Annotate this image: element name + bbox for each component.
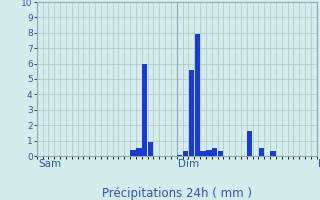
Bar bbox=[270, 151, 276, 156]
Bar bbox=[148, 142, 153, 156]
Bar bbox=[206, 150, 212, 156]
Bar bbox=[259, 148, 264, 156]
Bar bbox=[218, 151, 223, 156]
Bar bbox=[200, 151, 206, 156]
Bar bbox=[183, 151, 188, 156]
Bar bbox=[247, 131, 252, 156]
Bar bbox=[177, 155, 182, 156]
Text: Dim: Dim bbox=[178, 159, 199, 169]
Bar bbox=[189, 70, 194, 156]
Bar bbox=[131, 150, 136, 156]
Bar bbox=[212, 148, 217, 156]
Bar bbox=[136, 148, 141, 156]
Bar bbox=[195, 34, 200, 156]
Text: Lun: Lun bbox=[318, 159, 320, 169]
Bar bbox=[142, 64, 147, 156]
Text: Précipitations 24h ( mm ): Précipitations 24h ( mm ) bbox=[102, 187, 252, 200]
Text: Sam: Sam bbox=[38, 159, 61, 169]
